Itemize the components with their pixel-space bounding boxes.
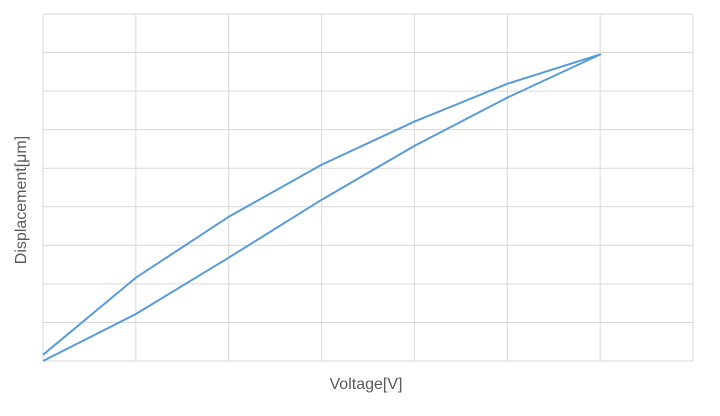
- x-axis-label: Voltage[V]: [330, 376, 403, 393]
- y-axis-label: Displacement[μm]: [13, 136, 30, 264]
- data-line: [42, 53, 602, 362]
